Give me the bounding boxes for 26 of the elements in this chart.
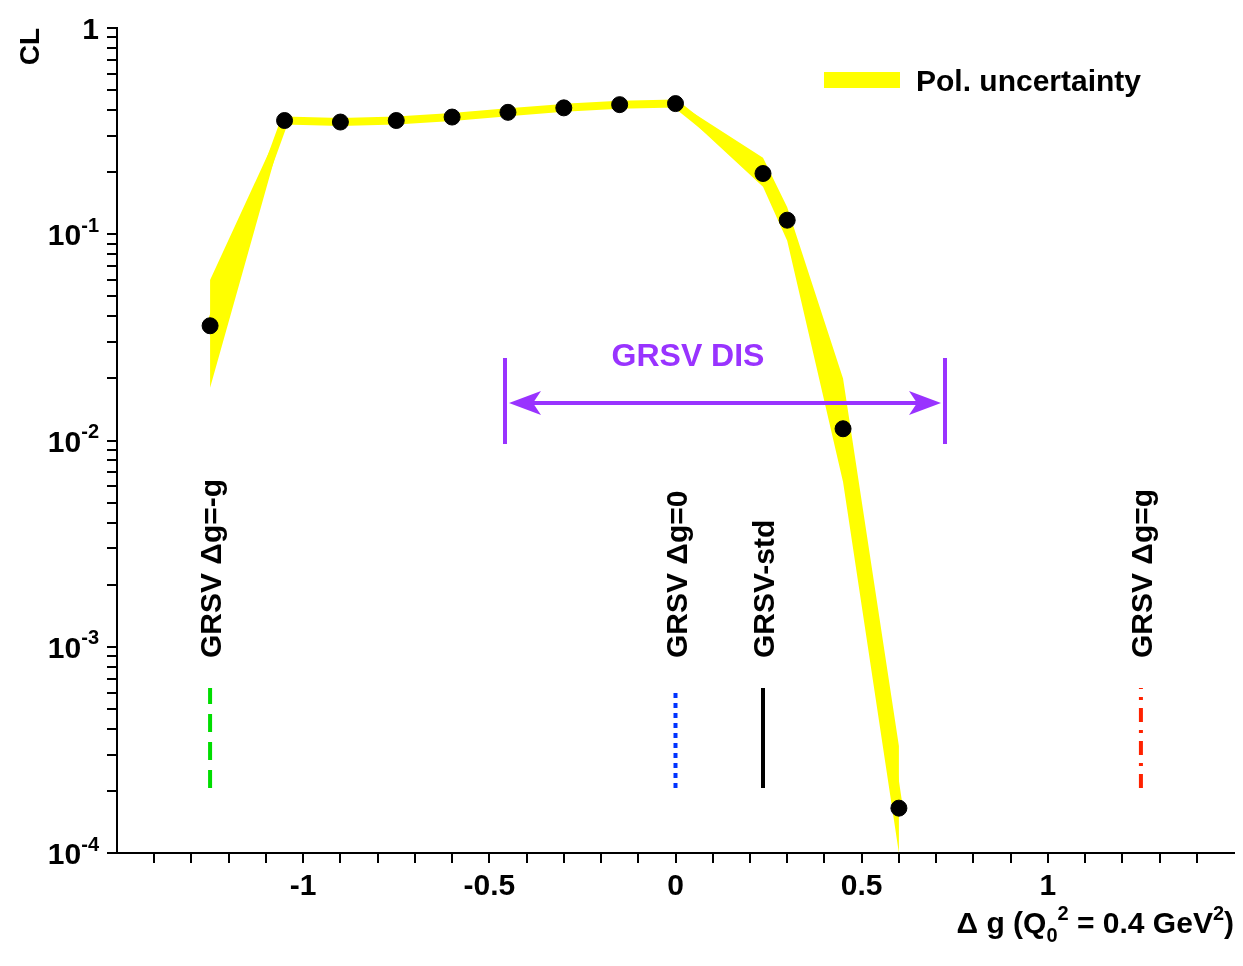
point <box>276 112 294 130</box>
annotation: GRSV DIS <box>611 337 765 373</box>
point <box>201 317 219 335</box>
ref-line-label: GRSV Δg=0 <box>659 490 693 658</box>
point <box>834 420 852 438</box>
ref-line-label: GRSV-std <box>747 519 780 658</box>
point <box>331 113 349 131</box>
point <box>890 799 908 817</box>
y-axis-title: CL <box>14 28 45 66</box>
x-tick-label: -1 <box>289 868 317 902</box>
point <box>754 165 772 183</box>
x-tick-label: 1 <box>1039 868 1057 902</box>
point <box>443 108 461 126</box>
point <box>387 112 405 130</box>
point <box>667 95 684 113</box>
x-tick-label: -0.5 <box>463 868 516 902</box>
point <box>778 211 796 229</box>
point <box>499 103 517 121</box>
point <box>611 96 629 114</box>
ref-line-label: GRSV Δg=g <box>1124 488 1158 658</box>
y-tick-label: 1 <box>82 12 99 45</box>
legend-label: Pol. uncertainty <box>916 64 1142 97</box>
x-tick-label: 0 <box>667 868 684 902</box>
x-tick-label: 0.5 <box>840 868 883 902</box>
ref-line-label: GRSV Δg=-g <box>194 478 228 658</box>
point <box>555 99 573 117</box>
